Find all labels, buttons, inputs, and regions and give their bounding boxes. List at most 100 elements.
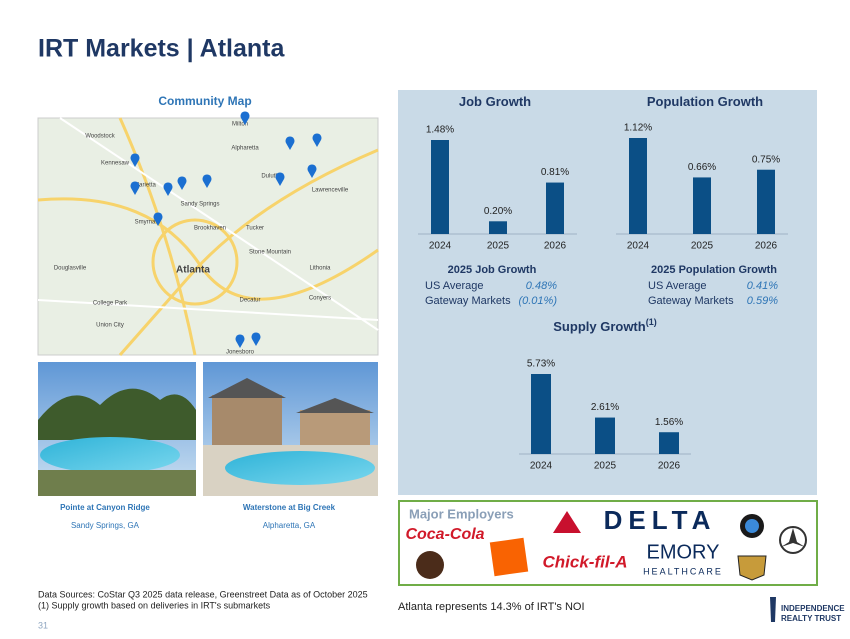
map-label: Sandy Springs (180, 202, 219, 208)
map-pin (240, 111, 250, 125)
map-pin (177, 176, 187, 190)
bar (431, 140, 449, 234)
bar (659, 432, 679, 454)
map-pin (312, 133, 322, 147)
map-pin (130, 181, 140, 195)
map-pin (307, 164, 317, 178)
value-label: 0.75% (752, 154, 780, 165)
map-label: Atlanta (176, 265, 210, 276)
map-label: Lithonia (309, 266, 331, 272)
x-tick-label: 2025 (691, 241, 714, 252)
map-label: Stone Mountain (249, 250, 291, 256)
map-label: Jonesboro (226, 350, 255, 356)
employer-logo: HEALTHCARE (643, 566, 723, 576)
photo (38, 362, 196, 496)
stat-value: 0.59% (747, 295, 778, 307)
stat-value: (0.01%) (518, 295, 557, 307)
x-tick-label: 2025 (594, 461, 617, 472)
logo-icons (416, 511, 807, 581)
stat-label: Gateway Markets (425, 295, 511, 307)
x-tick-label: 2026 (658, 461, 681, 472)
x-tick-label: 2024 (530, 461, 553, 472)
photo-name: Waterstone at Big Creek (243, 503, 336, 512)
employer-logo: DELTA (604, 505, 717, 535)
map-pin (275, 172, 285, 186)
map-pin (130, 153, 140, 167)
bar (629, 138, 647, 234)
value-label: 1.56% (655, 417, 683, 428)
map-label: Brookhaven (194, 226, 226, 232)
x-tick-label: 2026 (755, 241, 778, 252)
map-title: Community Map (158, 94, 251, 108)
map-pin (285, 136, 295, 150)
employers-title: Major Employers (409, 506, 514, 521)
map-pin (163, 182, 173, 196)
bar (693, 177, 711, 234)
footnote: (1) Supply growth based on deliveries in… (38, 600, 271, 610)
map-label: Tucker (246, 226, 264, 232)
slide-title: IRT Markets | Atlanta (38, 35, 285, 63)
x-tick-label: 2026 (544, 241, 567, 252)
chart-title: Population Growth (647, 94, 763, 109)
value-label: 1.12% (624, 123, 652, 134)
map-pin (235, 334, 245, 348)
value-label: 2.61% (591, 402, 619, 413)
chart-title: Job Growth (459, 94, 531, 109)
employer-logo: Coca-Cola (405, 526, 484, 543)
map-label: Conyers (309, 296, 331, 302)
chart-title-text: Population Growth (647, 94, 763, 109)
value-label: 0.66% (688, 162, 716, 173)
bar (489, 221, 507, 234)
map-pin (202, 174, 212, 188)
map-label: Douglasville (54, 266, 87, 272)
page-number: 31 (38, 620, 48, 630)
map-label: Lawrenceville (312, 188, 349, 194)
photo-location: Alpharetta, GA (263, 521, 316, 530)
value-label: 1.48% (426, 125, 454, 136)
map-label: Woodstock (85, 134, 116, 140)
map-pin (153, 212, 163, 226)
chart-title-text: Job Growth (459, 94, 531, 109)
map-label: Kennesaw (101, 161, 130, 167)
logo-mark (770, 597, 776, 622)
x-tick-label: 2024 (429, 241, 452, 252)
photo-location: Sandy Springs, GA (71, 521, 140, 530)
bar (546, 182, 564, 234)
photo-name: Pointe at Canyon Ridge (60, 503, 150, 512)
employer-logo: EMORY (647, 541, 720, 563)
map-label: Union City (96, 323, 124, 329)
stat-label: Gateway Markets (648, 295, 734, 307)
stat-label: US Average (648, 280, 707, 292)
value-label: 0.20% (484, 206, 512, 217)
bar (757, 169, 775, 234)
photo (203, 362, 378, 496)
x-tick-label: 2024 (627, 241, 650, 252)
logo-text: REALTY TRUST (781, 614, 841, 623)
chart-title-text: Supply Growth (553, 319, 646, 334)
stats-title: 2025 Job Growth (448, 264, 537, 276)
employer-logo: Chick-fil-A (543, 552, 628, 571)
stat-value: 0.48% (526, 280, 557, 292)
chart-title-note: (1) (646, 317, 657, 327)
map-label: Alpharetta (231, 146, 259, 152)
chart-title: Supply Growth(1) (553, 317, 656, 334)
value-label: 5.73% (527, 359, 555, 370)
map-label: College Park (93, 301, 128, 307)
noi-note: Atlanta represents 14.3% of IRT's NOI (398, 601, 585, 613)
logo-text: INDEPENDENCE (781, 604, 845, 613)
value-label: 0.81% (541, 167, 569, 178)
map-label: Marietta (134, 183, 156, 189)
x-tick-label: 2025 (487, 241, 510, 252)
map-label: Milton (232, 122, 248, 128)
bar (531, 374, 551, 454)
bar (595, 417, 615, 454)
map-label: Decatur (239, 298, 260, 304)
map (37, 117, 379, 356)
stat-label: US Average (425, 280, 484, 292)
stat-value: 0.41% (747, 280, 778, 292)
map-pin (251, 332, 261, 346)
map-label: Duluth (261, 174, 278, 180)
footnote: Data Sources: CoStar Q3 2025 data releas… (38, 589, 368, 599)
map-label: Smyrna (135, 220, 156, 226)
